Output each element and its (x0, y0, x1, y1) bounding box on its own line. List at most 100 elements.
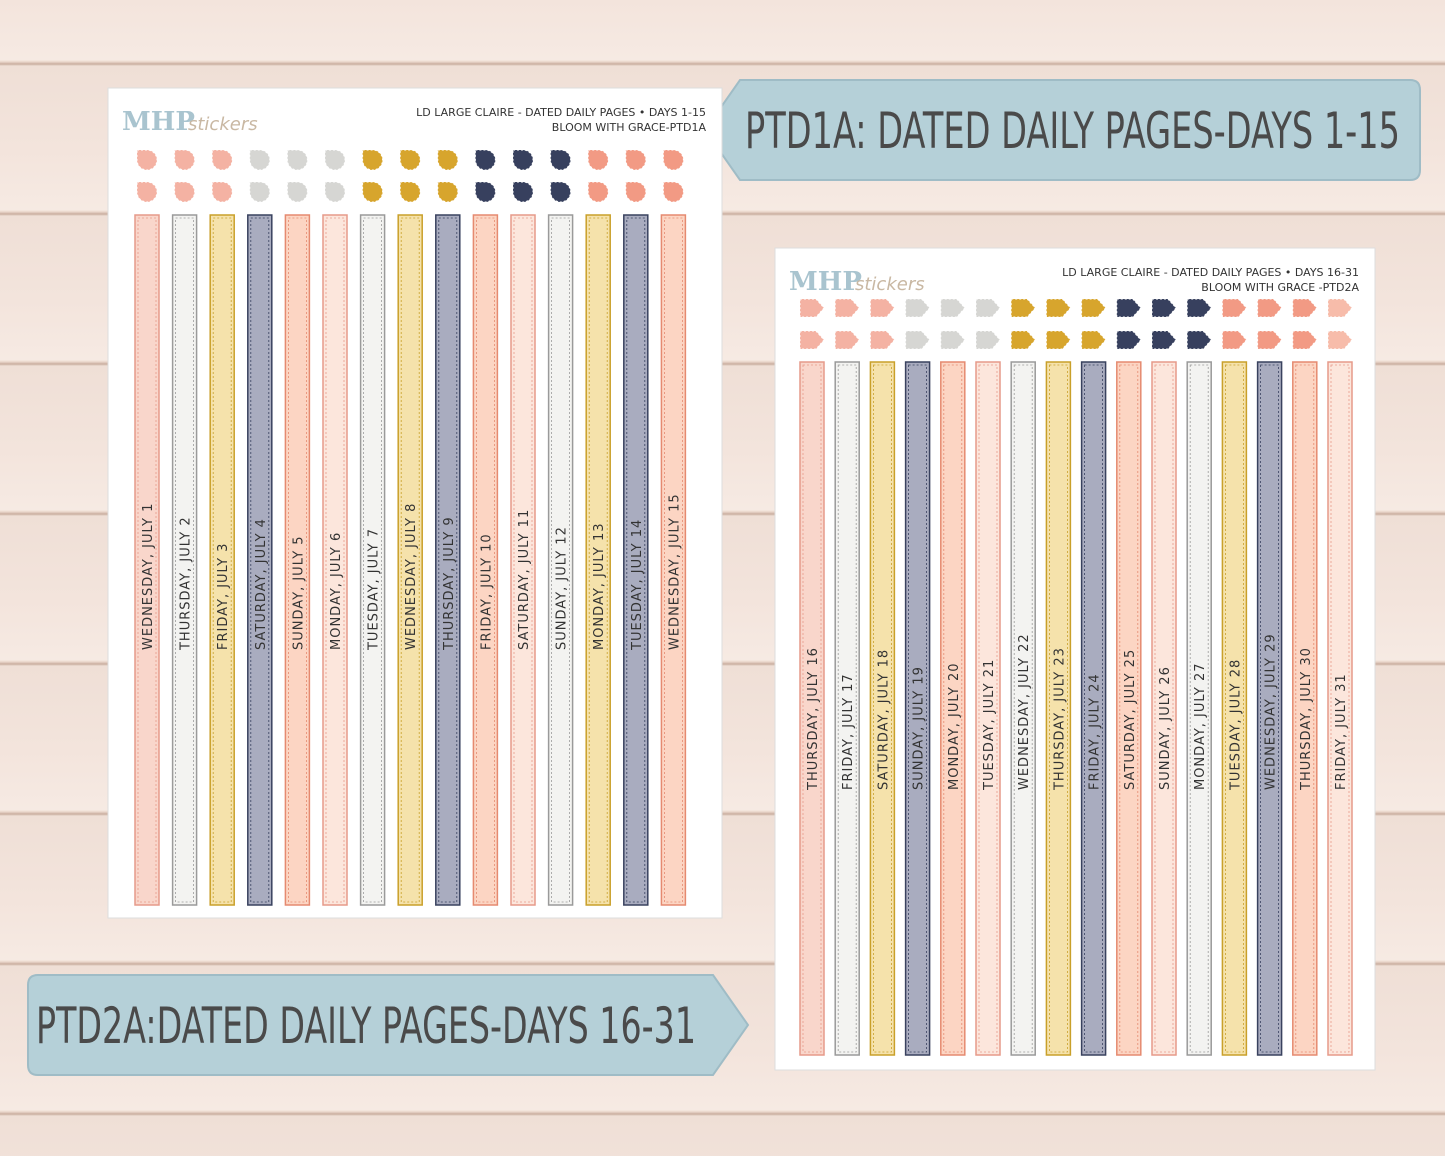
tab-icon (286, 149, 308, 171)
banner-text: PTD2A:DATED DAILY PAGES-DAYS 16-31 (36, 997, 696, 1055)
brand: MHP (789, 267, 862, 297)
tab-icon (587, 149, 609, 171)
tab-icon (437, 181, 459, 203)
tab-icon (1010, 298, 1036, 318)
strip (834, 361, 860, 1056)
strip-stitch (1084, 364, 1103, 1053)
tab-icon (550, 149, 572, 171)
strip (435, 214, 461, 906)
strip (1256, 361, 1283, 1056)
tab-icon (1257, 298, 1283, 318)
strip-label: MONDAY, JULY 6 (329, 532, 344, 650)
tab-icon (474, 181, 496, 203)
strip (1327, 361, 1353, 1056)
strip-label: WEDNESDAY, JULY 15 (667, 493, 682, 650)
strip-stitch (1260, 364, 1279, 1053)
strip-label: TUESDAY, JULY 28 (1228, 659, 1243, 791)
strip-stitch (175, 217, 195, 903)
strip-label: MONDAY, JULY 20 (947, 662, 962, 790)
tab-icon (211, 149, 233, 171)
tab-icon (174, 149, 196, 171)
strip-stitch (475, 217, 495, 903)
strip-label: SATURDAY, JULY 11 (517, 509, 532, 650)
strip-label: TUESDAY, JULY 21 (982, 659, 997, 791)
tab-icon (869, 298, 896, 318)
strip-label: SATURDAY, JULY 25 (1123, 649, 1138, 790)
strip-label: WEDNESDAY, JULY 1 (141, 503, 156, 650)
strip-stitch (664, 217, 683, 903)
tab-icon (799, 298, 825, 318)
tab-icon (1257, 330, 1283, 350)
tab-icon (1045, 298, 1072, 318)
strip-stitch (626, 217, 646, 903)
strip (134, 214, 160, 906)
tab-icon (512, 149, 534, 171)
tab-icon (1186, 298, 1212, 318)
strip-label: WEDNESDAY, JULY 29 (1264, 633, 1279, 790)
tab-icon (1045, 330, 1072, 350)
tab-icon (174, 181, 196, 203)
strip-label: THURSDAY, JULY 30 (1299, 647, 1314, 791)
tab-icon (1081, 298, 1107, 318)
tab-icon (249, 149, 271, 171)
banner (703, 79, 1421, 181)
tab-icon (834, 330, 860, 350)
strip (1010, 361, 1036, 1056)
strip (510, 214, 536, 906)
strip-stitch (287, 217, 307, 903)
strip-label: THURSDAY, JULY 2 (179, 516, 194, 651)
tab-icon (136, 149, 158, 171)
tab-icon (1186, 330, 1212, 350)
sheet-header: BLOOM WITH GRACE -PTD2A (1201, 281, 1359, 294)
tab-icon (324, 181, 346, 203)
strip-stitch (588, 217, 608, 903)
strip-stitch (978, 364, 998, 1053)
strip-label: SUNDAY, JULY 12 (555, 526, 570, 650)
strip (660, 214, 687, 906)
strip-stitch (400, 217, 420, 903)
banner-text: PTD1A: DATED DAILY PAGES-DAYS 1-15 (745, 102, 1400, 160)
brand: MHP (122, 107, 195, 137)
strip-stitch (1049, 364, 1068, 1053)
strip-label: THURSDAY, JULY 23 (1052, 647, 1067, 791)
tab-icon (1292, 330, 1318, 350)
strip-stitch (1225, 364, 1244, 1053)
sheet-header: BLOOM WITH GRACE-PTD1A (552, 121, 707, 134)
tab-icon (474, 149, 496, 171)
strip (1221, 361, 1248, 1056)
tab-icon (1221, 298, 1248, 318)
strip-stitch (908, 364, 927, 1053)
tab-icon (662, 181, 684, 203)
tab-icon (905, 298, 931, 318)
strip (975, 361, 1001, 1056)
sheet-header: LD LARGE CLAIRE - DATED DAILY PAGES • DA… (1062, 266, 1359, 279)
strip-label: FRIDAY, JULY 24 (1088, 673, 1103, 790)
tab-icon (362, 181, 384, 203)
strip (209, 214, 235, 906)
tab-icon (662, 149, 684, 171)
tab-icon (1010, 330, 1036, 350)
strip-stitch (943, 364, 963, 1053)
tab-icon (1081, 330, 1107, 350)
strip-stitch (1013, 364, 1033, 1053)
strip-label: WEDNESDAY, JULY 8 (404, 503, 419, 650)
tab-icon (625, 181, 647, 203)
strip-stitch (438, 217, 458, 903)
sheet-header: LD LARGE CLAIRE - DATED DAILY PAGES • DA… (416, 106, 706, 119)
strip-stitch (212, 217, 232, 903)
strip-stitch (837, 364, 857, 1053)
strip (940, 361, 966, 1056)
sheet (774, 247, 1376, 1071)
strip-stitch (802, 364, 822, 1053)
tab-icon (869, 330, 896, 350)
strip-stitch (137, 217, 157, 903)
tab-icon (324, 149, 346, 171)
tab-icon (286, 181, 308, 203)
tab-icon (249, 181, 271, 203)
tab-icon (1116, 298, 1142, 318)
strip (1045, 361, 1072, 1056)
strip (904, 361, 931, 1056)
strip-label: SATURDAY, JULY 4 (254, 518, 269, 650)
